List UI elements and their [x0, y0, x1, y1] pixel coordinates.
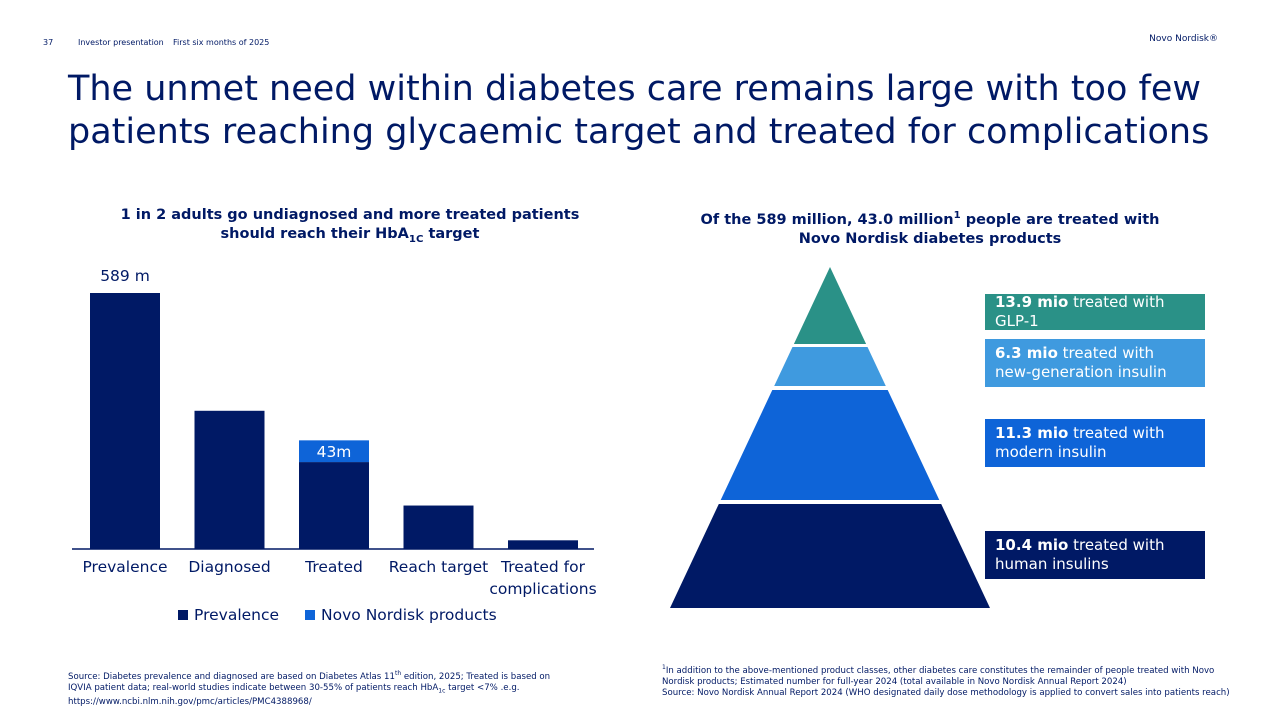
data-label-treated: 43m	[317, 443, 352, 461]
brand-logo-text: Novo Nordisk®	[1149, 34, 1218, 44]
bar-prevalence-treated	[299, 462, 369, 549]
left-chart-subtitle: 1 in 2 adults go undiagnosed and more tr…	[100, 206, 600, 249]
slide-title: The unmet need within diabetes care rema…	[68, 69, 1210, 152]
tier-label-glp1: 13.9 mio treated with GLP-1	[995, 293, 1165, 330]
legend-item-novo: Novo Nordisk products	[305, 606, 497, 624]
footnote-right-line2: Nordisk products; Estimated number for f…	[662, 676, 1127, 687]
footnote-left-line3: https://www.ncbi.nlm.nih.gov/pmc/article…	[68, 696, 312, 707]
tier-label-modern-insulin-2: modern insulin	[995, 443, 1107, 461]
x-tick-label-treated-for-complications-1: Treated for	[500, 558, 586, 576]
tier-box-human-insulin: 10.4 mio treated with human insulins	[985, 531, 1205, 579]
legend-label-novo: Novo Nordisk products	[321, 606, 497, 624]
x-tick-label-treated-for-complications-2: complications	[489, 580, 596, 598]
right-chart-subtitle: Of the 589 million, 43.0 million1 people…	[660, 206, 1200, 249]
tier-label-new-gen-insulin-2: new-generation insulin	[995, 363, 1167, 381]
footnote-right-line1: 1In addition to the above-mentioned prod…	[662, 664, 1215, 676]
bar-prevalence-treated-for-complications	[508, 540, 578, 549]
tier-box-modern-insulin: 11.3 mio treated with modern insulin	[985, 419, 1205, 467]
bar-prevalence-reach-target	[403, 505, 474, 549]
bar-chart-legend: Prevalence Novo Nordisk products	[178, 606, 497, 624]
tier-box-new-gen-insulin: 6.3 mio treated with new-generation insu…	[985, 339, 1205, 387]
x-tick-label-treated: Treated	[304, 558, 363, 576]
tier-label-human-insulin-1: 10.4 mio treated with	[995, 536, 1165, 554]
tier-label-new-gen-insulin-1: 6.3 mio treated with	[995, 344, 1155, 362]
tier-label-human-insulin-2: human insulins	[995, 555, 1109, 573]
footnote-left-line1: Source: Diabetes prevalence and diagnose…	[68, 670, 551, 682]
data-label-prevalence: 589 m	[100, 267, 150, 285]
pyramid-tier-new-gen-insulin	[774, 347, 886, 386]
source-footnote-left: Source: Diabetes prevalence and diagnose…	[68, 668, 588, 708]
bar-chart: Prevalence Diagnosed Treated Reach target Tr…	[72, 267, 597, 598]
legend-item-prevalence: Prevalence	[178, 606, 279, 624]
footnote-left-line2: IQVIA patient data; real-world studies i…	[68, 682, 520, 695]
footnote-right-line3: Source: Novo Nordisk Annual Report 2024 …	[662, 687, 1230, 698]
bar-prevalence-diagnosed	[194, 410, 265, 549]
right-subtitle-line2: Novo Nordisk diabetes products	[798, 230, 1062, 247]
right-subtitle-line1: Of the 589 million, 43.0 million1 people…	[700, 210, 1160, 228]
period-label: First six months of 2025	[173, 38, 270, 47]
left-subtitle-line1: 1 in 2 adults go undiagnosed and more tr…	[120, 207, 580, 223]
pyramid-tier-glp1	[793, 267, 867, 344]
legend-swatch-prevalence	[178, 610, 188, 620]
left-subtitle-line2: should reach their HbA1C target	[220, 226, 480, 245]
pyramid-chart	[670, 267, 990, 608]
pyramid-tier-modern-insulin	[720, 390, 940, 500]
pyramid-tier-human-insulin	[670, 504, 990, 608]
x-tick-label-prevalence: Prevalence	[82, 558, 167, 576]
tier-label-modern-insulin-1: 11.3 mio treated with	[995, 424, 1165, 442]
page-number: 37	[43, 38, 54, 47]
bar-prevalence-prevalence	[90, 293, 160, 549]
x-tick-label-reach-target: Reach target	[389, 558, 489, 576]
presentation-label: Investor presentation	[78, 38, 164, 47]
legend-label-prevalence: Prevalence	[194, 606, 280, 624]
bar-novo-treated	[299, 440, 369, 463]
x-tick-label-diagnosed: Diagnosed	[188, 558, 270, 576]
tier-box-glp1: 13.9 mio treated with GLP-1	[985, 293, 1205, 330]
source-footnote-right: 1In addition to the above-mentioned prod…	[662, 662, 1262, 699]
legend-swatch-novo	[305, 610, 316, 620]
